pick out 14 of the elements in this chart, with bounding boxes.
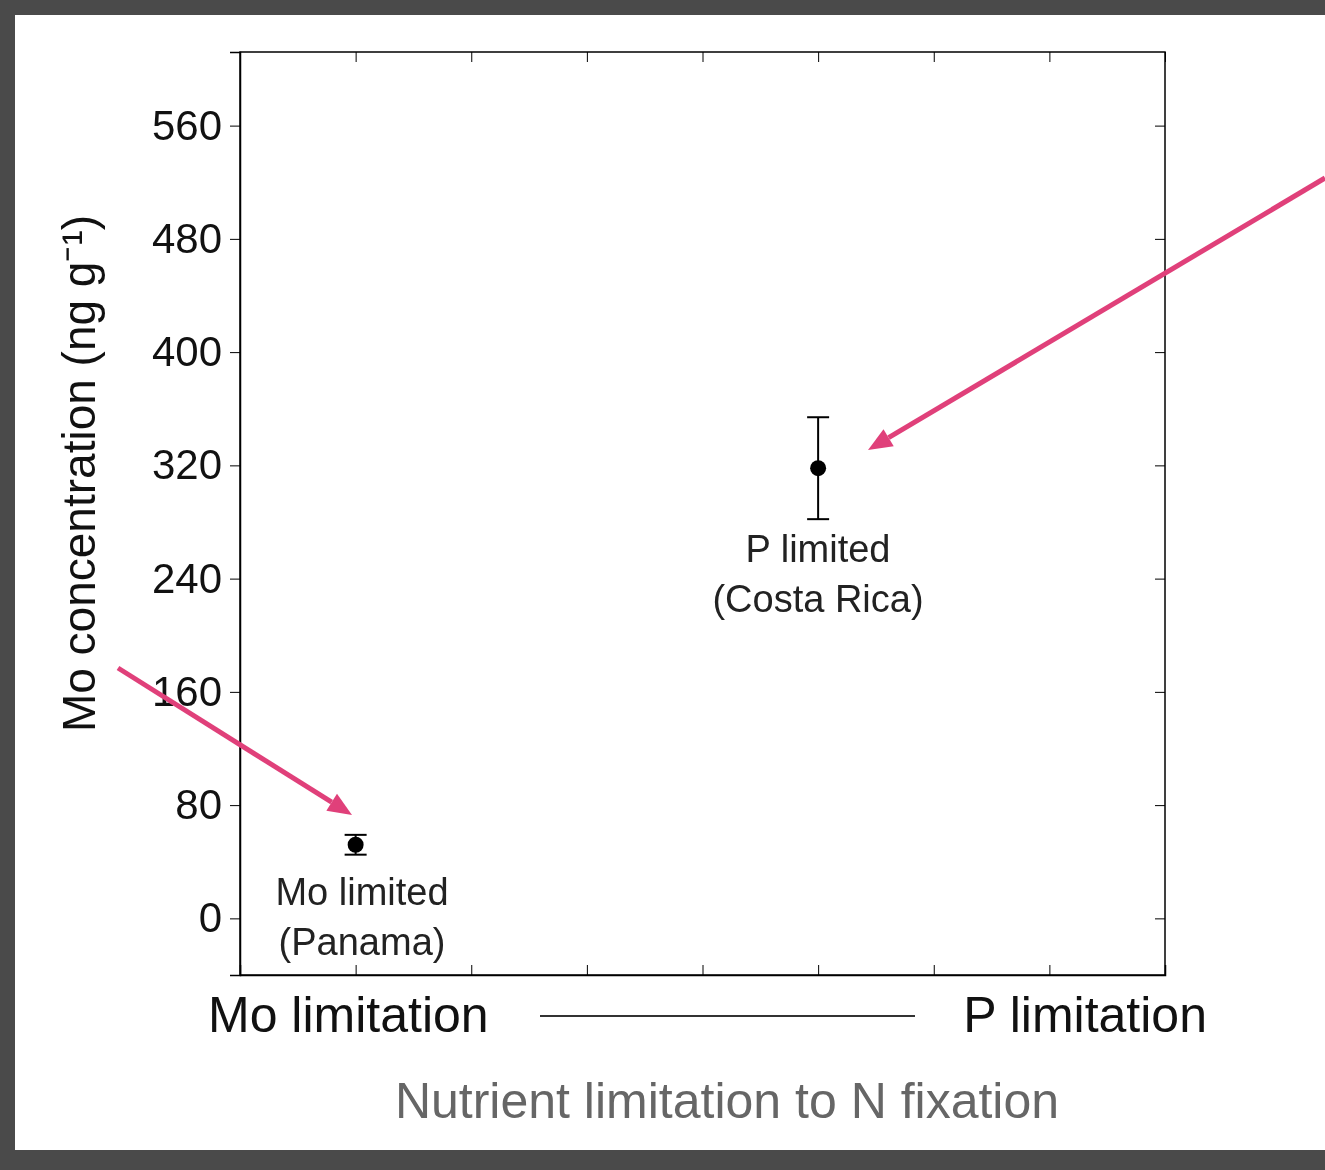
x-axis-title: Nutrient limitation to N fixation (394, 1073, 1060, 1129)
y-tick-label: 320 (151, 441, 222, 489)
y-tick-label: 80 (175, 781, 222, 829)
text: Mo limitation (208, 987, 489, 1043)
y-axis-title: Mo concentration (ng g⁻¹) (53, 214, 105, 733)
y-tick-label: 480 (151, 214, 222, 262)
annotation: Mo limited (Panama) (275, 871, 449, 963)
y-tick-label: 400 (151, 328, 222, 376)
y-tick-label: 160 (151, 667, 222, 715)
y-tick-label: 560 (151, 101, 222, 149)
text: P limitation (963, 987, 1207, 1043)
y-tick-label: 240 (151, 554, 222, 602)
y-tick-label: 0 (198, 894, 222, 942)
annotation: P limited (Costa Rica) (712, 528, 924, 620)
